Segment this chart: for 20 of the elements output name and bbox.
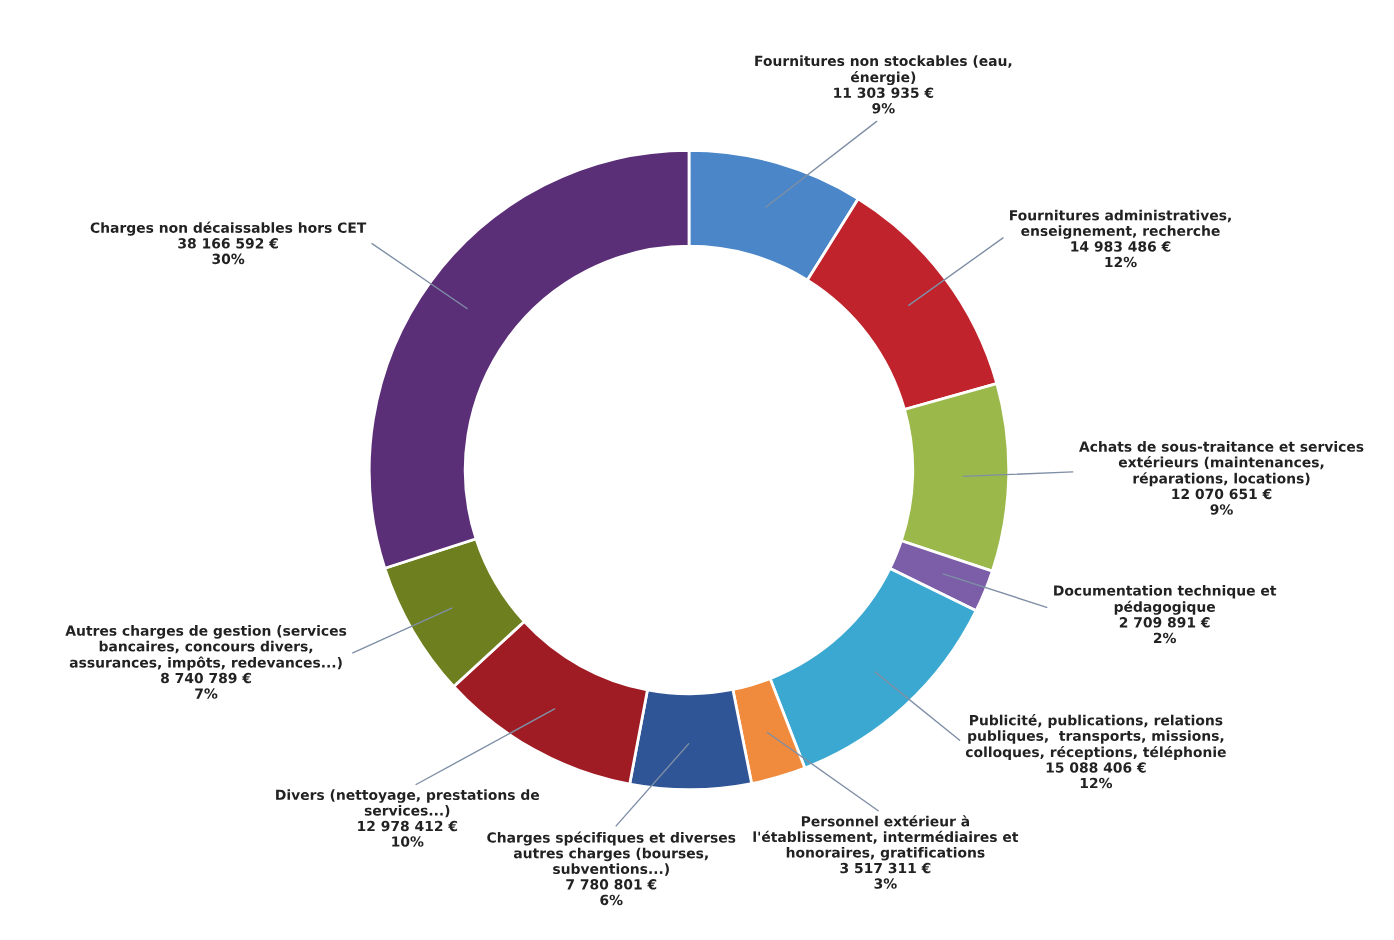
data-label: 12 978 412 € 10% (358, 820, 458, 847)
slice-label: Documentation technique et pédagogique (1054, 584, 1277, 615)
slice-label: Fournitures non stockables (eau, énergie) (755, 55, 1012, 86)
slice-label: Charges spécifiques et diverses autres charges (bourses, subventions...) (487, 831, 736, 876)
data-label: 2 709 891 € 2% (1119, 617, 1210, 644)
data-label: 7 780 801 € 6% (566, 879, 657, 906)
data-label: 12 070 651 € 9% (1172, 488, 1272, 515)
slice-label: Autres charges de gestion (services bancaires, concours divers, assurances, impôts, redevances...) (65, 625, 347, 671)
data-label: 8 740 789 € 7% (161, 672, 252, 699)
data-label: 15 088 406 € 12% (1046, 762, 1146, 789)
slice-label: Charges non décaissables hors CET (90, 221, 367, 236)
slice-label: Divers (nettoyage, prestations de services...) (276, 789, 540, 818)
slice-label: Personnel extérieur à l'établissement, intermédiaires et honoraires, gratifications (753, 815, 1019, 861)
slice-label: Publicité, publications, relations publiques, transports, missions, colloques, réceptions, téléphonie (965, 714, 1226, 760)
slice-label: Fournitures administratives, enseignement, recherche (1010, 209, 1231, 239)
data-label: 38 166 592 € 30% (178, 238, 278, 265)
data-label: 14 983 486 € 12% (1071, 241, 1171, 268)
data-label: 11 303 935 € 9% (834, 87, 934, 114)
data-label: 3 517 311 € 3% (840, 862, 931, 889)
slice-label: Achats de sous-traitance et services extérieurs (maintenances, réparations, locations) (1079, 441, 1364, 487)
